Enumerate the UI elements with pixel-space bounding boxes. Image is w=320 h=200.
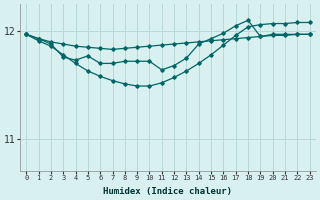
X-axis label: Humidex (Indice chaleur): Humidex (Indice chaleur) [103, 187, 232, 196]
